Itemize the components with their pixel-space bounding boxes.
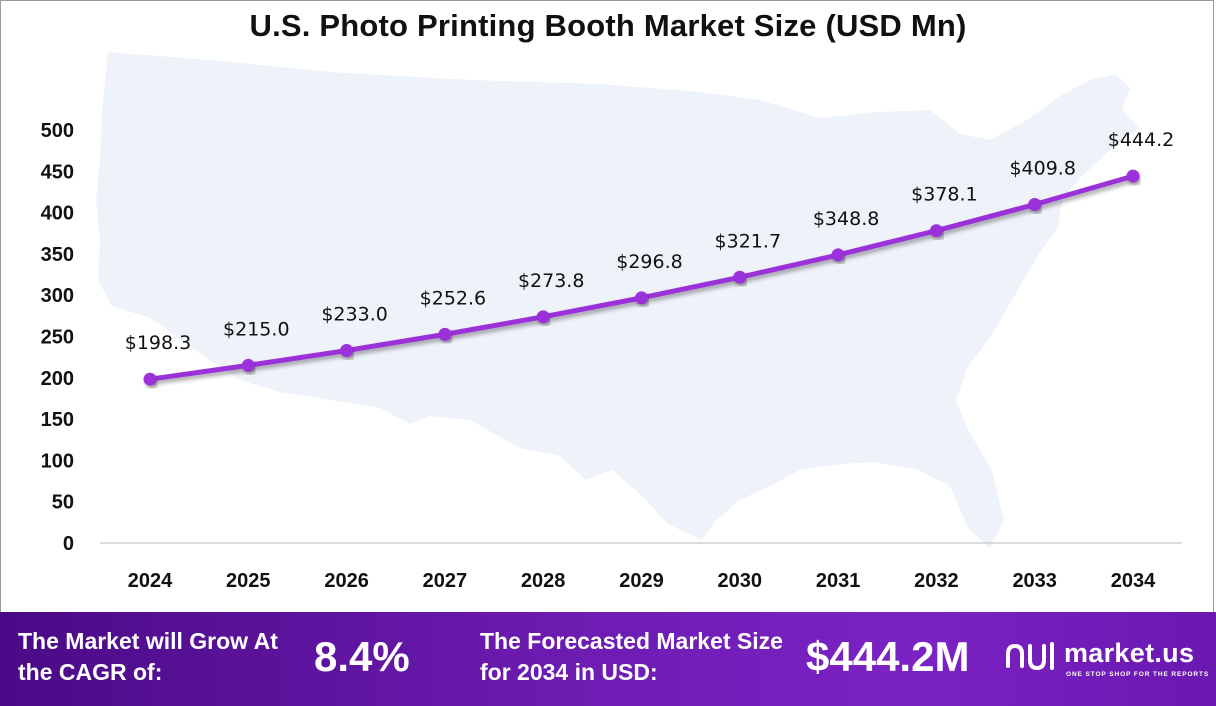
cagr-label: The Market will Grow At the CAGR of: — [18, 628, 278, 685]
y-tick-label: 100 — [41, 450, 74, 472]
y-tick-label: 200 — [41, 368, 74, 390]
x-tick-label: 2032 — [914, 570, 959, 592]
data-label: $252.6 — [420, 287, 486, 309]
y-tick-label: 450 — [41, 161, 74, 183]
brand-name: market.us — [1064, 638, 1195, 668]
data-label: $444.2 — [1108, 129, 1174, 151]
data-label: $198.3 — [125, 332, 191, 354]
summary-banner: The Market will Grow At the CAGR of: 8.4… — [0, 612, 1216, 706]
data-point — [536, 310, 550, 324]
data-label: $215.0 — [223, 318, 289, 340]
y-tick-label: 150 — [41, 409, 74, 431]
data-point — [831, 248, 845, 262]
data-label: $233.0 — [321, 304, 387, 326]
y-tick-label: 0 — [63, 533, 74, 555]
y-tick-label: 50 — [52, 492, 74, 514]
market-us-logo-icon — [1006, 642, 1054, 671]
chart-title: U.S. Photo Printing Booth Market Size (U… — [249, 8, 967, 43]
brand-tagline: ONE STOP SHOP FOR THE REPORTS — [1066, 671, 1210, 678]
x-tick-label: 2027 — [423, 570, 468, 592]
brand-logo[interactable]: market.us ONE STOP SHOP FOR THE REPORTS — [1004, 636, 1214, 684]
x-tick-label: 2034 — [1111, 570, 1156, 592]
forecast-value: $444.2M — [806, 633, 970, 680]
forecast-label: The Forecasted Market Size for 2034 in U… — [480, 628, 783, 685]
data-point — [340, 344, 354, 358]
x-tick-label: 2026 — [324, 570, 369, 592]
x-tick-label: 2028 — [521, 570, 566, 592]
data-point — [1028, 198, 1042, 212]
data-label: $296.8 — [616, 251, 682, 273]
data-label: $348.8 — [813, 208, 879, 230]
cagr-value: 8.4% — [314, 633, 410, 680]
y-tick-label: 250 — [41, 327, 74, 349]
x-tick-label: 2024 — [128, 570, 173, 592]
x-tick-label: 2031 — [816, 570, 861, 592]
x-tick-label: 2033 — [1012, 570, 1057, 592]
data-label: $409.8 — [1009, 158, 1075, 180]
y-tick-label: 300 — [41, 285, 74, 307]
data-point — [929, 224, 943, 238]
data-point — [1126, 169, 1140, 183]
data-point — [438, 327, 452, 341]
x-tick-label: 2030 — [718, 570, 763, 592]
y-tick-label: 500 — [41, 120, 74, 142]
data-label: $273.8 — [518, 270, 584, 292]
data-point — [733, 270, 747, 284]
x-tick-label: 2029 — [619, 570, 664, 592]
data-label: $321.7 — [715, 230, 781, 252]
data-point — [143, 372, 157, 386]
y-tick-label: 400 — [41, 203, 74, 225]
x-tick-label: 2025 — [226, 570, 271, 592]
y-tick-label: 350 — [41, 244, 74, 266]
data-point — [241, 358, 255, 372]
line-chart: 0 50 100 150 200 250 300 350 400 450 500 2024 2025 20… — [41, 52, 1182, 592]
data-point — [635, 291, 648, 305]
data-label: $378.1 — [911, 184, 977, 206]
